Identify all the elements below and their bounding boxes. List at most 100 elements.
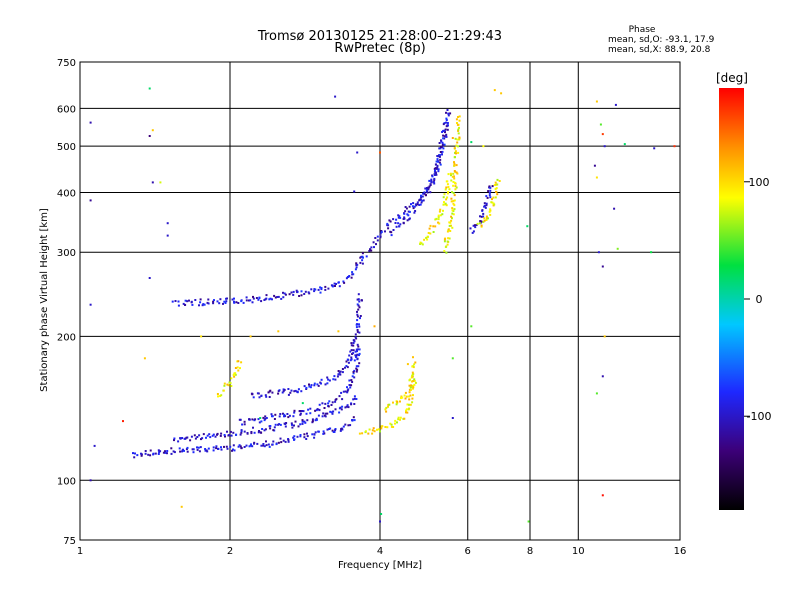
data-point <box>316 408 319 411</box>
data-point <box>233 300 235 303</box>
data-point <box>350 384 353 387</box>
data-point <box>361 255 364 258</box>
data-point <box>149 454 152 457</box>
data-point <box>355 365 358 368</box>
data-point <box>314 431 317 434</box>
data-point <box>494 188 497 190</box>
data-point <box>430 178 433 181</box>
data-point <box>361 259 364 262</box>
data-point <box>405 395 408 398</box>
data-point <box>395 225 398 228</box>
data-point <box>326 382 329 385</box>
data-point <box>405 207 408 210</box>
data-point <box>384 426 387 428</box>
data-point <box>397 222 400 225</box>
data-point <box>282 439 285 442</box>
data-point <box>442 203 445 206</box>
data-point <box>233 449 236 452</box>
data-point <box>408 384 411 387</box>
data-point <box>489 186 492 189</box>
data-point <box>354 354 357 357</box>
data-point <box>320 382 322 385</box>
data-point <box>334 429 337 432</box>
data-point <box>203 303 206 306</box>
data-point <box>356 323 358 326</box>
data-point <box>232 448 234 451</box>
data-point <box>326 428 329 431</box>
data-point <box>308 385 311 388</box>
data-point <box>441 146 444 149</box>
data-point <box>429 183 432 186</box>
data-point <box>223 300 226 303</box>
data-point <box>148 277 151 279</box>
data-point <box>295 289 298 292</box>
data-point <box>353 376 356 379</box>
data-point <box>439 208 442 211</box>
data-point <box>288 293 291 296</box>
data-point <box>337 370 340 372</box>
data-point <box>424 187 427 190</box>
data-point <box>413 205 416 208</box>
data-point <box>432 231 435 233</box>
data-point <box>265 440 267 443</box>
data-point <box>198 450 201 453</box>
data-point <box>385 410 388 413</box>
data-point <box>287 440 290 443</box>
data-point <box>441 144 444 147</box>
data-point <box>222 389 225 392</box>
data-point <box>251 418 254 421</box>
data-point <box>269 425 272 427</box>
data-point <box>343 281 346 284</box>
data-point <box>396 400 399 403</box>
data-point <box>426 187 428 189</box>
data-point <box>420 242 423 245</box>
data-point <box>89 303 92 306</box>
data-point <box>395 403 398 406</box>
data-point <box>290 291 293 294</box>
data-point <box>402 218 405 220</box>
data-point <box>185 448 188 451</box>
data-point <box>358 306 361 309</box>
data-point <box>301 419 304 422</box>
data-point <box>271 298 273 301</box>
data-point <box>355 337 358 340</box>
data-point <box>338 371 341 374</box>
data-point <box>217 447 220 450</box>
data-point <box>443 143 446 146</box>
data-point <box>437 168 440 171</box>
data-point <box>354 336 357 339</box>
data-point <box>410 384 412 387</box>
data-point <box>411 205 414 208</box>
data-point <box>204 449 207 452</box>
data-point <box>453 199 456 202</box>
data-point <box>442 129 445 132</box>
data-point <box>89 479 92 482</box>
data-point <box>356 343 359 346</box>
data-point <box>386 222 389 225</box>
data-point <box>297 388 300 391</box>
data-point <box>263 429 266 432</box>
data-point <box>284 415 287 418</box>
data-point <box>285 422 288 424</box>
data-point <box>446 243 449 246</box>
data-point <box>456 122 458 124</box>
data-point <box>336 375 339 378</box>
data-point <box>283 415 285 418</box>
x-axis-label: Frequency [MHz] <box>338 560 422 571</box>
data-point <box>177 300 180 303</box>
data-point <box>352 352 355 355</box>
data-point <box>453 147 456 150</box>
data-point <box>348 275 351 277</box>
data-point <box>200 438 202 441</box>
data-point <box>356 151 359 154</box>
data-point <box>245 444 248 447</box>
data-point <box>352 371 355 373</box>
data-point <box>493 203 496 206</box>
data-point <box>441 213 444 216</box>
data-point <box>428 179 431 182</box>
data-point <box>491 185 494 188</box>
data-point <box>370 246 373 249</box>
data-point <box>407 214 410 217</box>
data-point <box>304 421 307 424</box>
data-point <box>143 357 146 360</box>
